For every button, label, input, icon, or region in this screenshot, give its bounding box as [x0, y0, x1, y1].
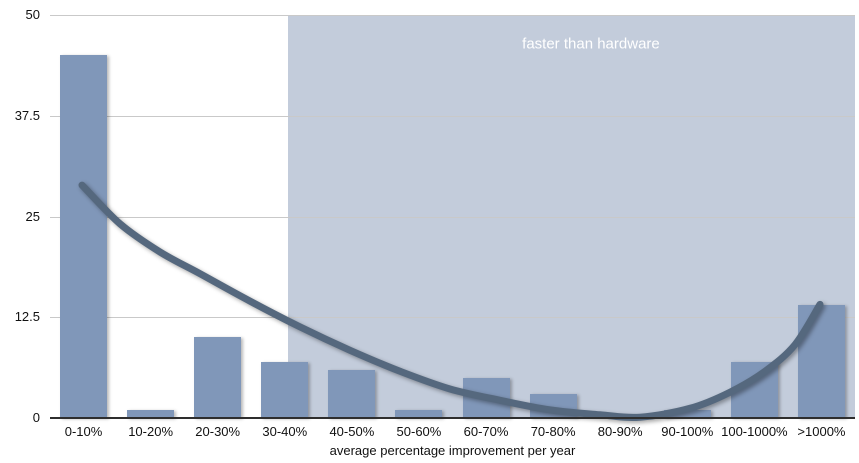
- bar-10-20%: [127, 409, 175, 418]
- x-tick-label-30-40%: 30-40%: [262, 424, 308, 439]
- bar-0-10%: [60, 55, 108, 418]
- x-tick-label-80-90%: 80-90%: [597, 424, 643, 439]
- x-axis-title: average percentage improvement per year: [329, 443, 576, 458]
- gridline-50: [50, 15, 855, 16]
- y-tick-label-25: 25: [25, 208, 40, 224]
- x-axis-line: [50, 417, 855, 419]
- x-tick-label-20-30%: 20-30%: [195, 424, 241, 439]
- bar-30-40%: [261, 361, 309, 418]
- y-tick-label-12.5: 12.5: [14, 309, 40, 325]
- x-tick-label-70-80%: 70-80%: [530, 424, 576, 439]
- trend-curve: [78, 181, 824, 421]
- region-label: faster than hardware: [522, 35, 660, 53]
- x-tick-label-10-20%: 10-20%: [128, 424, 174, 439]
- plot-area: faster than hardware: [50, 15, 855, 421]
- x-tick-label-0-10%: 0-10%: [64, 424, 103, 439]
- x-tick-label-90-100%: 90-100%: [661, 424, 714, 439]
- gridline-12.5: [50, 317, 855, 319]
- bar-50-60%: [395, 409, 443, 418]
- trend-curve-path: [78, 181, 824, 421]
- x-tick-label->1000%: >1000%: [797, 424, 846, 439]
- x-tick-label-50-60%: 50-60%: [396, 424, 442, 439]
- bar-90-100%: [663, 409, 711, 418]
- bar-40-50%: [328, 369, 376, 418]
- bar-20-30%: [194, 337, 242, 418]
- gridline-25: [50, 216, 855, 218]
- gridline-37.5: [50, 115, 855, 117]
- y-tick-label-50: 50: [25, 7, 40, 22]
- x-tick-label-100-1000%: 100-1000%: [721, 424, 788, 439]
- x-tick-label-60-70%: 60-70%: [463, 424, 509, 439]
- y-tick-label-0: 0: [32, 410, 40, 425]
- y-tick-label-37.5: 37.5: [14, 107, 40, 123]
- x-tick-label-40-50%: 40-50%: [329, 424, 375, 439]
